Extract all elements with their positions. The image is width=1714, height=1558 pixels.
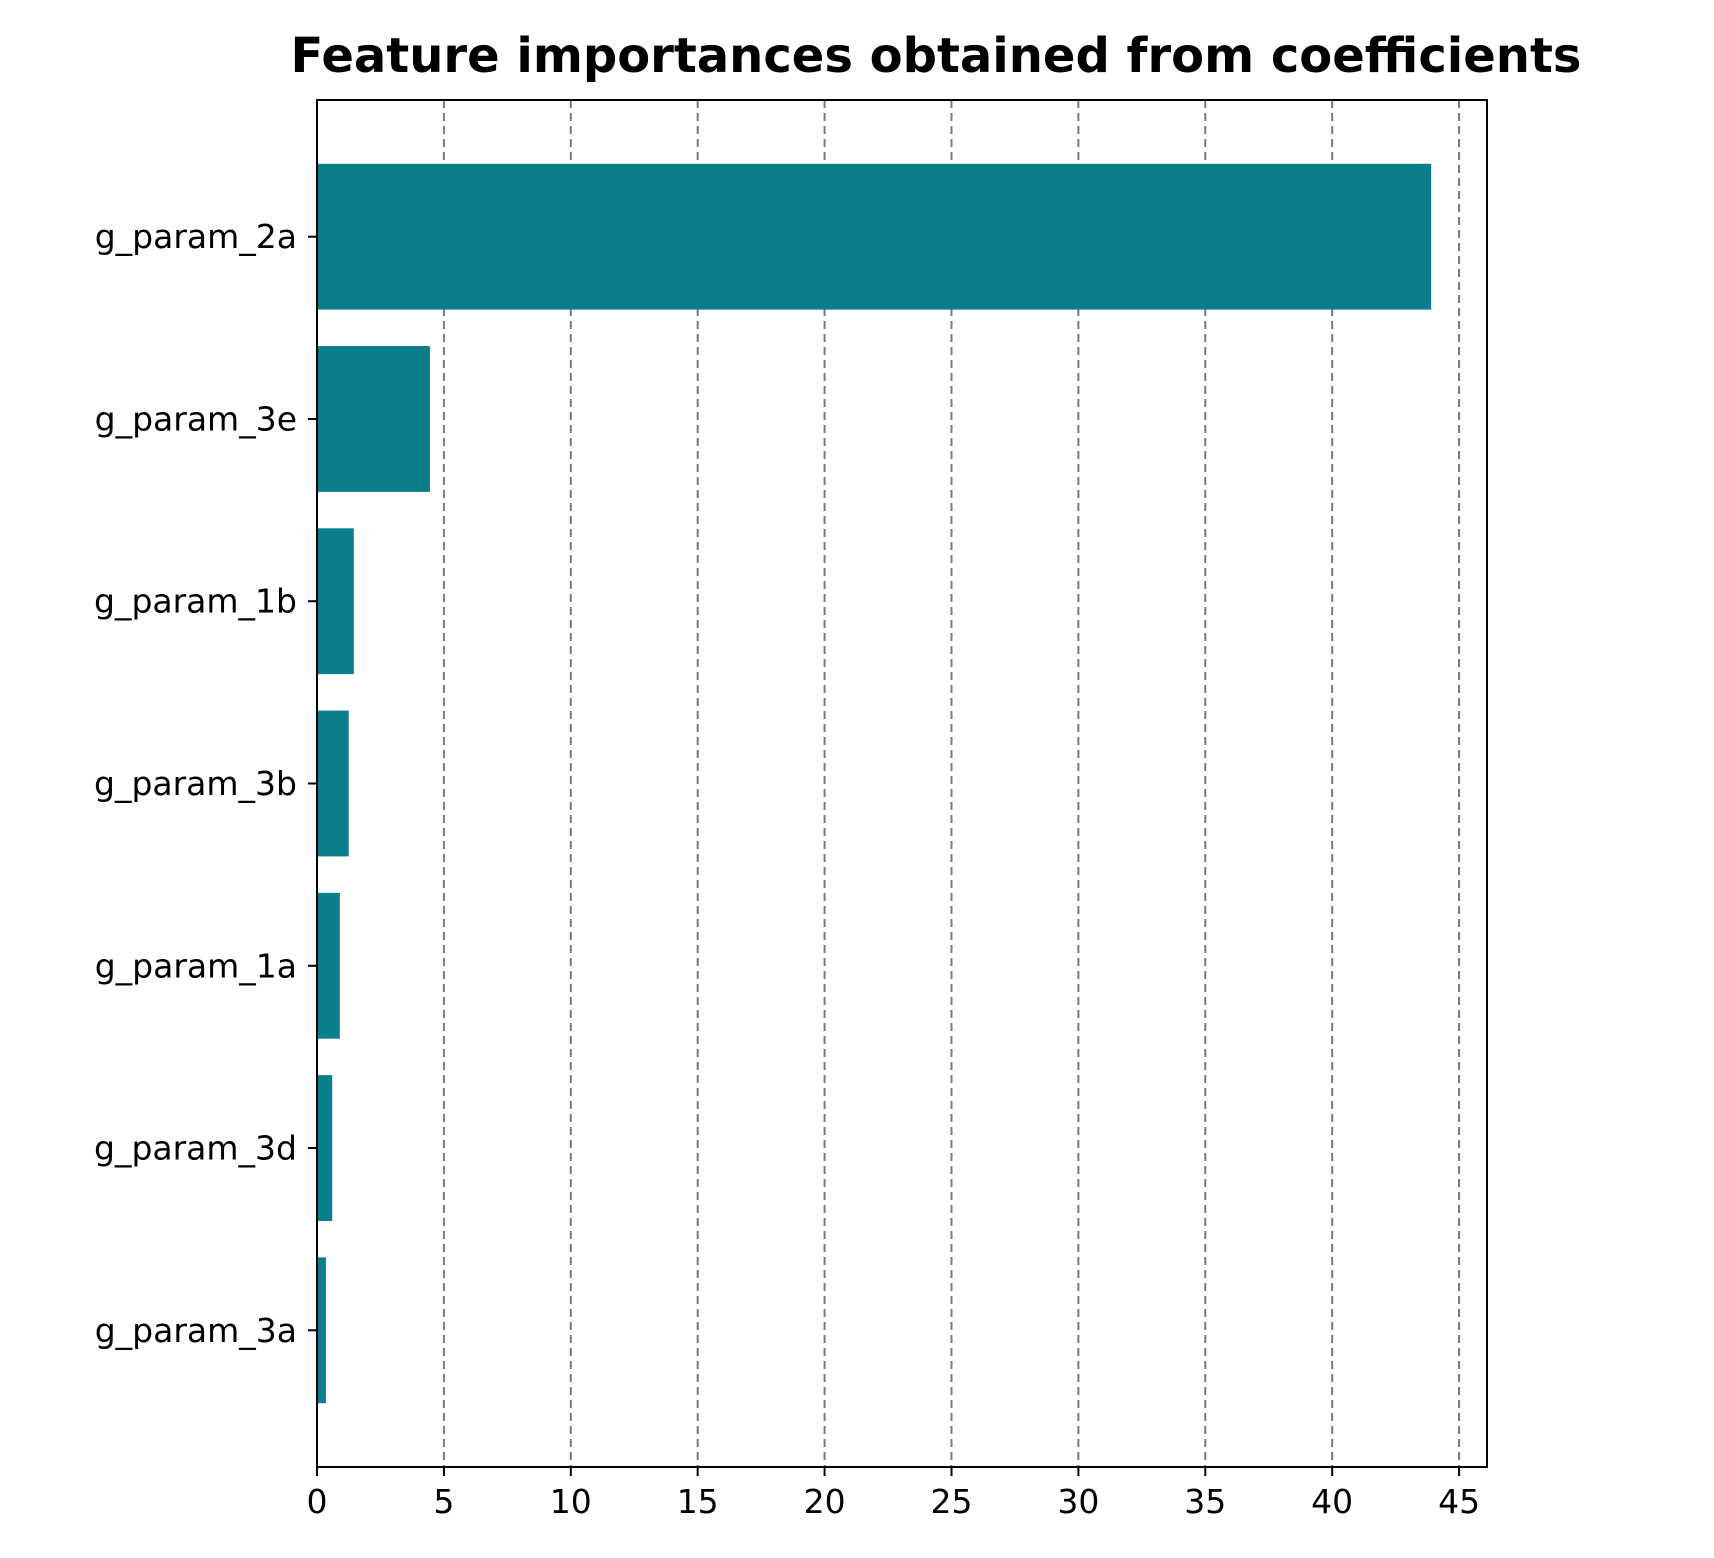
x-tick-label: 15 bbox=[677, 1482, 719, 1521]
bar bbox=[317, 710, 349, 857]
x-grid bbox=[442, 100, 1461, 1467]
x-axis: 0 5 10 15 20 25 30 35 40 45 bbox=[307, 1467, 1480, 1521]
x-tick-label: 0 bbox=[307, 1482, 328, 1521]
bar bbox=[317, 892, 340, 1039]
bar bbox=[317, 1075, 333, 1221]
x-tick-label: 45 bbox=[1438, 1482, 1480, 1521]
x-tick-label: 5 bbox=[433, 1482, 454, 1521]
x-tick-label: 25 bbox=[930, 1482, 972, 1521]
x-tick-label: 10 bbox=[550, 1482, 592, 1521]
chart-title: Feature importances obtained from coeffi… bbox=[291, 28, 1582, 84]
y-tick-label: g_param_3d bbox=[94, 1129, 297, 1168]
y-tick-label: g_param_3e bbox=[95, 399, 297, 438]
x-tick-label: 30 bbox=[1057, 1482, 1099, 1521]
y-axis: g_param_2a g_param_3e g_param_1b g_param_3b… bbox=[94, 217, 317, 1350]
y-tick-label: g_param_3a bbox=[95, 1311, 297, 1350]
y-tick-label: g_param_1b bbox=[94, 582, 297, 621]
x-tick-label: 20 bbox=[804, 1482, 846, 1521]
y-tick-label: g_param_3b bbox=[94, 764, 297, 803]
bar bbox=[317, 1257, 326, 1404]
bar bbox=[317, 528, 354, 675]
y-tick-label: g_param_1a bbox=[95, 946, 297, 985]
bar bbox=[317, 346, 430, 492]
y-tick-label: g_param_2a bbox=[95, 217, 297, 256]
x-tick-label: 35 bbox=[1184, 1482, 1226, 1521]
x-tick-label: 40 bbox=[1311, 1482, 1353, 1521]
bars bbox=[317, 163, 1432, 1404]
bar bbox=[317, 163, 1432, 310]
